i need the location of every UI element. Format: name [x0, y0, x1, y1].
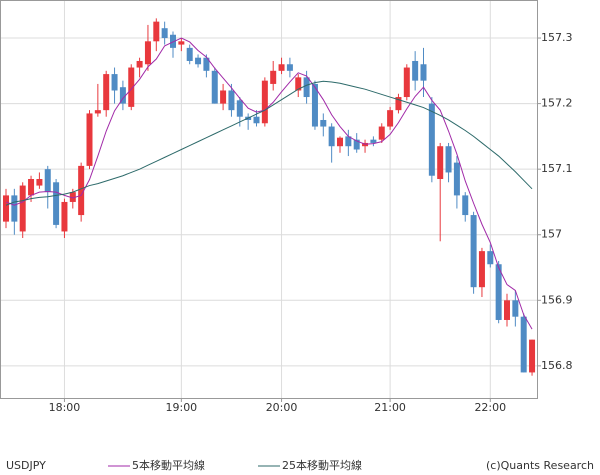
- candle-body: [437, 146, 444, 180]
- moving-average-line: [5, 37, 533, 330]
- candle-body: [220, 90, 227, 104]
- candle-body: [86, 113, 93, 166]
- moving-average-line: [5, 80, 533, 206]
- candle-body: [378, 126, 385, 140]
- plot-frame: [0, 0, 538, 399]
- x-tick-label: 21:00: [374, 401, 406, 414]
- candle-body: [211, 70, 218, 104]
- x-tick-label: 20:00: [266, 401, 298, 414]
- candle-body: [278, 64, 285, 71]
- candle-body: [228, 90, 235, 111]
- candle-body: [78, 165, 85, 216]
- candle-body: [286, 64, 293, 71]
- candle-body: [19, 185, 26, 232]
- candle-body: [103, 74, 110, 111]
- candle-body: [529, 339, 536, 373]
- y-tick-label: 156.9: [541, 293, 573, 306]
- y-tick-label: 157: [541, 228, 562, 241]
- candle-body: [119, 87, 126, 104]
- candle-body: [337, 137, 343, 147]
- candle-body: [462, 195, 469, 216]
- candle-body: [53, 182, 60, 225]
- candle-body: [28, 179, 35, 196]
- x-tick-label: 19:00: [165, 401, 197, 414]
- candle-body: [470, 215, 477, 288]
- candle-body: [94, 110, 101, 114]
- candle-body: [412, 60, 419, 81]
- candle-body: [186, 47, 193, 61]
- candle-body: [328, 126, 335, 147]
- candle-body: [311, 83, 318, 127]
- x-tick-label: 18:00: [49, 401, 81, 414]
- candle-body: [495, 264, 502, 320]
- candle-body: [370, 139, 377, 143]
- candle-body: [69, 192, 76, 202]
- candle-body: [111, 74, 118, 91]
- candle-body: [261, 80, 268, 124]
- candle-body: [345, 136, 352, 147]
- candle-body: [453, 162, 460, 196]
- candle-body: [178, 41, 185, 45]
- copyright: (c)Quants Research: [486, 459, 594, 472]
- candle-body: [303, 77, 310, 98]
- candle-body: [420, 64, 427, 81]
- candle-body: [161, 28, 168, 39]
- candle-body: [195, 57, 202, 65]
- candle-body: [320, 119, 327, 127]
- candle-body: [253, 116, 260, 124]
- candle-body: [520, 316, 527, 373]
- candle-body: [270, 70, 277, 84]
- y-tick-label: 156.8: [541, 359, 573, 372]
- legend-label: 25本移動平均線: [282, 458, 362, 472]
- candle-body: [478, 251, 485, 288]
- candle-body: [128, 67, 135, 107]
- candle-body: [512, 300, 519, 317]
- candle-body: [428, 103, 435, 176]
- candle-body: [203, 57, 210, 71]
- candle-body: [387, 110, 394, 127]
- candle-body: [170, 34, 176, 48]
- y-tick-label: 157.1: [541, 162, 573, 175]
- candle-body: [487, 251, 494, 265]
- candle-body: [61, 201, 68, 232]
- candle-body: [295, 77, 302, 91]
- candle-body: [445, 146, 452, 173]
- x-tick-label: 22:00: [474, 401, 506, 414]
- candle-body: [11, 195, 18, 222]
- candle-body: [153, 21, 160, 42]
- y-tick-label: 157.2: [541, 97, 573, 110]
- instrument-label: USDJPY: [6, 459, 46, 472]
- legend-label: 5本移動平均線: [132, 458, 205, 472]
- candle-body: [136, 60, 143, 68]
- candle-body: [236, 100, 243, 117]
- candle-body: [353, 139, 360, 150]
- candle-body: [395, 97, 402, 111]
- candle-body: [44, 169, 51, 193]
- candle-body: [36, 179, 43, 186]
- candle-body: [504, 300, 510, 320]
- candle-body: [403, 67, 410, 98]
- y-tick-label: 157.3: [541, 31, 573, 44]
- marks: [3, 18, 536, 376]
- candle-body: [3, 195, 9, 222]
- candle-body: [144, 41, 151, 65]
